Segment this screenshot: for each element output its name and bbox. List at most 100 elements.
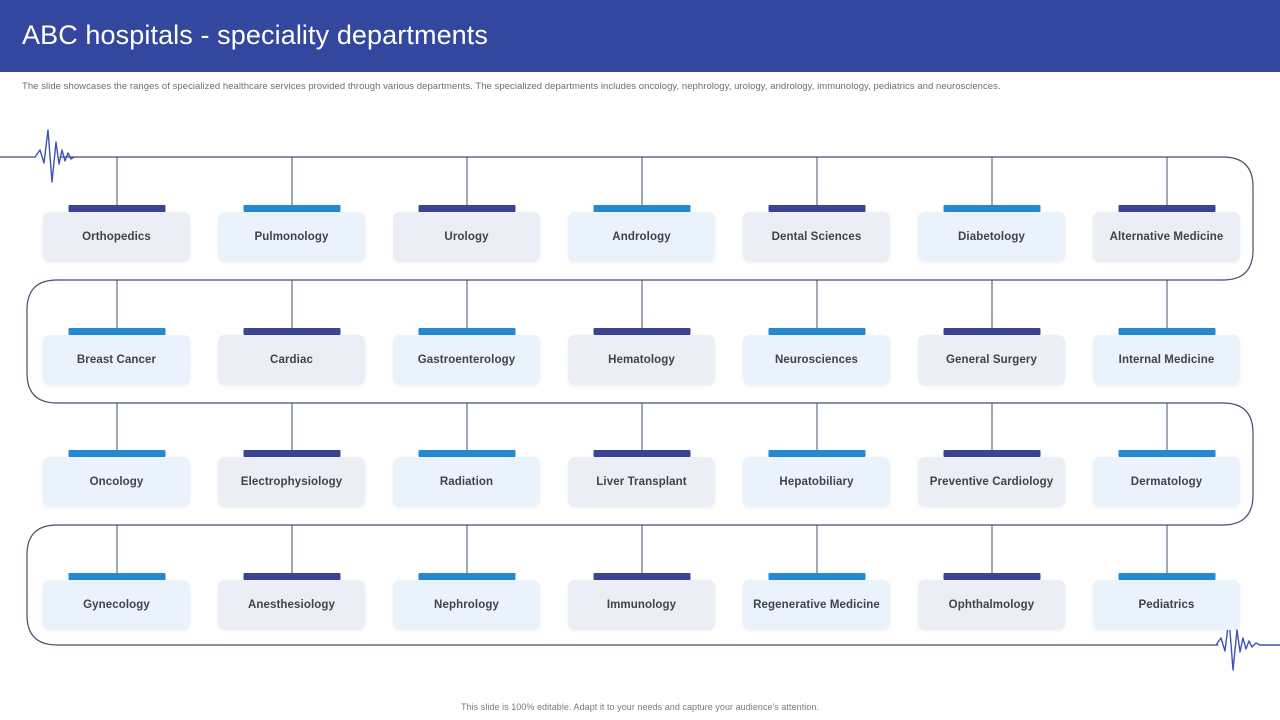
connector-stem (1166, 280, 1167, 328)
department-card-label: Radiation (439, 475, 494, 488)
department-card[interactable]: Ophthalmology (918, 580, 1065, 630)
department-card-label: Ophthalmology (948, 598, 1035, 611)
department-card[interactable]: General Surgery (918, 335, 1065, 385)
department-card-label: Alternative Medicine (1109, 230, 1224, 243)
connector-stem (991, 403, 992, 450)
card-accent-bar (1118, 205, 1215, 212)
header-banner: ABC hospitals - speciality departments (0, 0, 1280, 72)
department-card[interactable]: Neurosciences (743, 335, 890, 385)
department-card[interactable]: Preventive Cardiology (918, 457, 1065, 507)
card-accent-bar (68, 328, 165, 335)
connector-stem (466, 403, 467, 450)
page-title: ABC hospitals - speciality departments (22, 20, 489, 50)
card-accent-bar (593, 205, 690, 212)
card-accent-bar (593, 450, 690, 457)
department-card[interactable]: Alternative Medicine (1093, 212, 1240, 262)
connector-stem (991, 280, 992, 328)
department-card-label: Pulmonology (254, 230, 329, 243)
connector-stem (816, 403, 817, 450)
card-accent-bar (68, 573, 165, 580)
department-card[interactable]: Pulmonology (218, 212, 365, 262)
department-card-label: Gastroenterology (417, 353, 516, 366)
department-card[interactable]: Gastroenterology (393, 335, 540, 385)
department-card[interactable]: Hematology (568, 335, 715, 385)
connector-stem (641, 525, 642, 573)
card-accent-bar (593, 328, 690, 335)
department-card[interactable]: Oncology (43, 457, 190, 507)
department-card[interactable]: Internal Medicine (1093, 335, 1240, 385)
card-accent-bar (593, 573, 690, 580)
card-accent-bar (1118, 450, 1215, 457)
card-accent-bar (243, 450, 340, 457)
department-card[interactable]: Radiation (393, 457, 540, 507)
card-accent-bar (243, 573, 340, 580)
department-card[interactable]: Regenerative Medicine (743, 580, 890, 630)
connector-stem (291, 157, 292, 205)
connector-stem (641, 280, 642, 328)
department-card[interactable]: Nephrology (393, 580, 540, 630)
department-card[interactable]: Dental Sciences (743, 212, 890, 262)
department-card[interactable]: Breast Cancer (43, 335, 190, 385)
department-card[interactable]: Gynecology (43, 580, 190, 630)
department-card-label: Anesthesiology (247, 598, 336, 611)
department-card[interactable]: Diabetology (918, 212, 1065, 262)
department-card-label: Andrology (612, 230, 671, 243)
card-accent-bar (768, 205, 865, 212)
connector-stem (291, 403, 292, 450)
connector-stem (116, 157, 117, 205)
connector-stem (641, 403, 642, 450)
department-card-label: Neurosciences (774, 353, 859, 366)
connector-stem (1166, 525, 1167, 573)
department-card-label: Cardiac (270, 353, 313, 366)
department-card-label: Urology (444, 230, 489, 243)
card-accent-bar (418, 450, 515, 457)
card-accent-bar (943, 205, 1040, 212)
card-accent-bar (943, 450, 1040, 457)
department-card-label: Pediatrics (1138, 598, 1195, 611)
card-accent-bar (243, 328, 340, 335)
department-card[interactable]: Orthopedics (43, 212, 190, 262)
card-accent-bar (943, 573, 1040, 580)
connector-stem (116, 403, 117, 450)
department-card[interactable]: Liver Transplant (568, 457, 715, 507)
card-accent-bar (418, 205, 515, 212)
connector-stem (466, 280, 467, 328)
connector-stem (466, 157, 467, 205)
department-card[interactable]: Andrology (568, 212, 715, 262)
card-accent-bar (243, 205, 340, 212)
department-card-label: Oncology (89, 475, 144, 488)
department-card-label: Liver Transplant (596, 475, 687, 488)
department-card-label: General Surgery (946, 353, 1037, 366)
card-accent-bar (768, 450, 865, 457)
department-card-label: Dermatology (1130, 475, 1203, 488)
department-card[interactable]: Immunology (568, 580, 715, 630)
connector-stem (1166, 157, 1167, 205)
connector-stem (816, 280, 817, 328)
department-card-label: Gynecology (83, 598, 150, 611)
department-card-label: Dental Sciences (771, 230, 862, 243)
department-card-label: Nephrology (434, 598, 499, 611)
department-card[interactable]: Cardiac (218, 335, 365, 385)
department-card[interactable]: Pediatrics (1093, 580, 1240, 630)
connector-stem (991, 525, 992, 573)
department-card[interactable]: Urology (393, 212, 540, 262)
slide-footer-note: This slide is 100% editable. Adapt it to… (461, 702, 819, 712)
connector-stem (291, 525, 292, 573)
department-card[interactable]: Hepatobiliary (743, 457, 890, 507)
connector-stem (991, 157, 992, 205)
card-accent-bar (1118, 573, 1215, 580)
card-accent-bar (68, 205, 165, 212)
department-card[interactable]: Electrophysiology (218, 457, 365, 507)
department-card-label: Internal Medicine (1118, 353, 1215, 366)
department-card-label: Electrophysiology (240, 475, 343, 488)
department-card[interactable]: Anesthesiology (218, 580, 365, 630)
connector-stem (1166, 403, 1167, 450)
connector-stem (466, 525, 467, 573)
connector-stem (291, 280, 292, 328)
department-card-label: Immunology (606, 598, 677, 611)
department-card-label: Orthopedics (82, 230, 151, 243)
department-card-label: Hepatobiliary (779, 475, 854, 488)
connector-stem (641, 157, 642, 205)
department-card[interactable]: Dermatology (1093, 457, 1240, 507)
